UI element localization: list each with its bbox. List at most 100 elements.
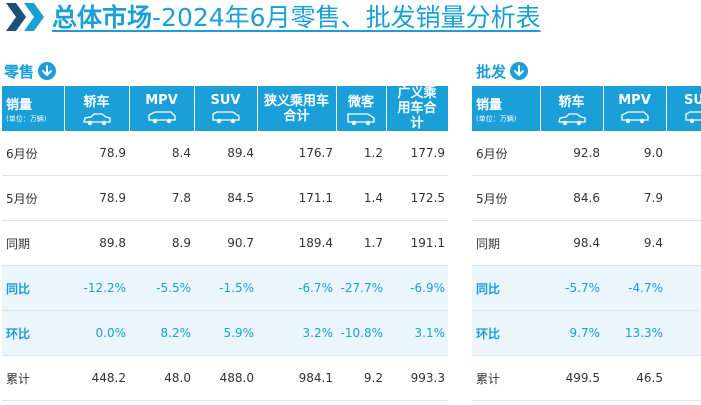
table-cell: 499.5 — [540, 355, 603, 401]
suv-icon — [211, 111, 240, 124]
table-cell: 984.1 — [257, 355, 336, 401]
table-cell: -0.7 — [666, 265, 701, 311]
table-cell: -1.5% — [194, 265, 257, 311]
row-label: 累计 — [2, 355, 64, 401]
column-label: 狭义乘用车合计 — [263, 93, 329, 124]
row-label: 5月份 — [472, 175, 540, 221]
column-label: 广义乘用车合计 — [397, 86, 437, 131]
table-cell: 8.4 — [129, 131, 194, 176]
retail-table: 销量 (单位：万辆) 轿车 MPV SUV 狭义乘用车合计 微客 广义乘用车合计 6月份 78.… — [2, 86, 449, 401]
table-cell: 48.0 — [129, 355, 194, 401]
table-cell: 7.8 — [129, 175, 194, 221]
retail-col-header: 广义乘用车合计 — [386, 86, 449, 131]
unit-label: (单位：万辆) — [6, 114, 47, 123]
arrow-down-circle-icon — [510, 62, 529, 80]
table-cell: -6.9% — [386, 265, 448, 311]
minivan-icon — [347, 113, 375, 126]
table-cell: 84.5 — [194, 175, 257, 221]
table-cell: 115 — [666, 131, 701, 176]
table-cell: 1.4 — [336, 175, 386, 221]
page-title-bold: 总体市场 — [52, 3, 153, 32]
table-cell: 89.4 — [194, 131, 257, 176]
row-label: 5月份 — [2, 175, 64, 221]
chevron-right-icon — [24, 3, 44, 31]
table-cell: 13.3% — [603, 310, 666, 356]
arrow-down-circle-icon — [38, 62, 57, 80]
table-cell: 8.2% — [129, 310, 194, 356]
table-cell: 0.0% — [64, 310, 129, 356]
column-label: 轿车 — [83, 95, 110, 110]
page-title-rest: -2024年6月零售、批发销量分析表 — [152, 3, 541, 32]
column-label: SUV — [684, 93, 701, 108]
table-cell: 8.9 — [129, 220, 194, 266]
table-cell: -10.8% — [336, 310, 386, 356]
table-cell: 3.2% — [257, 310, 336, 356]
column-label: MPV — [145, 93, 178, 108]
row-label: 6月份 — [2, 131, 64, 176]
retail-header-row: 销量 (单位：万辆) 轿车 MPV SUV 狭义乘用车合计 微客 广义乘用车合计 — [2, 86, 449, 131]
table-row: 同期 89.8 8.9 90.7 189.4 1.7 191.1 — [2, 220, 448, 266]
table-cell: 5.9% — [194, 310, 257, 356]
row-label: 同期 — [472, 220, 540, 266]
row-label: 环比 — [2, 310, 64, 356]
table-cell: 189.4 — [257, 220, 336, 266]
table-cell: 78.9 — [64, 131, 129, 176]
table-cell: 4.2 — [666, 310, 701, 356]
table-cell: 46.5 — [603, 355, 666, 401]
wholesale-col-header: SUV — [666, 86, 701, 131]
row-label: 6月份 — [472, 131, 540, 176]
wholesale-section-header: 批发 — [476, 60, 529, 82]
sedan-icon — [557, 113, 586, 126]
retail-col-header: 轿车 — [64, 86, 130, 131]
table-cell: 78.9 — [64, 175, 129, 221]
table-cell: -4.7% — [603, 265, 666, 311]
table-cell: 171.1 — [257, 175, 336, 221]
table-cell: 7.9 — [603, 175, 666, 221]
table-cell: -5.7% — [540, 265, 603, 311]
table-cell: 191.1 — [386, 220, 448, 266]
table-row: 5月份 78.9 7.8 84.5 171.1 1.4 172.5 — [2, 175, 448, 221]
page-title: 总体市场-2024年6月零售、批发销量分析表 — [52, 2, 541, 34]
unit-label: (单位：万辆) — [476, 114, 517, 123]
wholesale-header-first: 销量 (单位：万辆) — [472, 86, 541, 131]
header-label: 销量 — [476, 97, 503, 113]
row-label: 同比 — [472, 265, 540, 311]
title-bar: 总体市场-2024年6月零售、批发销量分析表 — [0, 0, 701, 40]
table-cell: 90.7 — [194, 220, 257, 266]
retail-section-header: 零售 — [4, 60, 57, 82]
row-label: 同比 — [2, 265, 64, 311]
table-cell: -12.2% — [64, 265, 129, 311]
retail-col-header: 微客 — [336, 86, 387, 131]
table-row: 6月份 78.9 8.4 89.4 176.7 1.2 177.9 — [2, 131, 448, 176]
table-cell: 9.0 — [603, 131, 666, 176]
table-cell: 92.8 — [540, 131, 603, 176]
table-cell: -6.7% — [257, 265, 336, 311]
table-cell: 176.7 — [257, 131, 336, 176]
mpv-icon — [147, 111, 176, 124]
retail-header-first: 销量 (单位：万辆) — [2, 86, 65, 131]
retail-col-header: MPV — [129, 86, 195, 131]
column-label: SUV — [210, 93, 241, 108]
sedan-icon — [82, 113, 111, 126]
suv-icon — [685, 111, 701, 124]
table-cell: 488.0 — [194, 355, 257, 401]
wholesale-col-header: 轿车 — [540, 86, 604, 131]
table-cell: -5.5% — [129, 265, 194, 311]
chevron-right-icon — [6, 3, 26, 31]
table-row: 环比9.7%13.3%4.2 — [472, 310, 701, 356]
table-cell: 993.3 — [386, 355, 448, 401]
table-cell: 9.2 — [336, 355, 386, 401]
row-label: 环比 — [472, 310, 540, 356]
retail-col-header: SUV — [194, 86, 258, 131]
table-cell: 1.7 — [336, 220, 386, 266]
column-label: 轿车 — [558, 95, 585, 110]
row-label: 累计 — [472, 355, 540, 401]
table-cell: 172.5 — [386, 175, 448, 221]
retail-col-header: 狭义乘用车合计 — [257, 86, 337, 131]
